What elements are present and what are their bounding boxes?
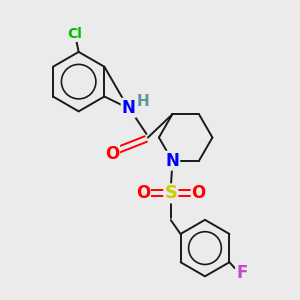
- Text: N: N: [165, 152, 179, 170]
- Text: O: O: [192, 184, 206, 202]
- Text: O: O: [105, 145, 119, 163]
- Text: Cl: Cl: [68, 27, 82, 41]
- Text: H: H: [137, 94, 150, 109]
- Text: F: F: [236, 265, 248, 283]
- Text: N: N: [122, 99, 136, 117]
- Text: S: S: [164, 184, 177, 202]
- Text: O: O: [136, 184, 150, 202]
